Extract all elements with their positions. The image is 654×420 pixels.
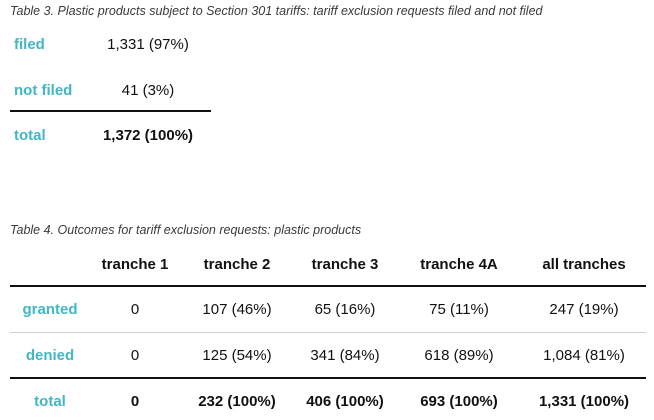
table3-value-filed: 1,331 (97%): [107, 36, 189, 53]
table4-cell-granted-t3: 65 (16%): [314, 301, 376, 318]
table4-cell-denied-t3: 341 (84%): [310, 347, 380, 364]
table4-caption: Table 4. Outcomes for tariff exclusion r…: [10, 223, 362, 237]
table3-total-rule: [10, 110, 211, 112]
table4-cell-granted-t1: 0: [130, 301, 140, 318]
table3-row-label-not-filed: not filed: [14, 82, 73, 99]
table4-header-tranche-4a: tranche 4A: [420, 256, 498, 273]
table4-cell-total-all: 1,331 (100%): [538, 393, 630, 410]
table4-cell-denied-t4a: 618 (89%): [424, 347, 494, 364]
table4-header-tranche-3: tranche 3: [311, 256, 379, 273]
table4-total-rule: [10, 377, 646, 379]
table4-header-all-tranches: all tranches: [542, 256, 626, 273]
table4-cell-granted-t2: 107 (46%): [202, 301, 272, 318]
table4-header-rule: [10, 285, 646, 287]
table3-row-label-total: total: [14, 127, 46, 144]
table4-row-label-granted: granted: [22, 301, 78, 318]
table4-header-tranche-1: tranche 1: [101, 256, 169, 273]
table3-row-label-filed: filed: [14, 36, 45, 53]
table4-header-tranche-2: tranche 2: [203, 256, 271, 273]
table3-value-not-filed: 41 (3%): [121, 82, 175, 99]
table4-row-divider: [10, 332, 646, 333]
table4-cell-total-t1: 0: [130, 393, 140, 410]
table3-caption: Table 3. Plastic products subject to Sec…: [10, 4, 543, 18]
table4-cell-granted-all: 247 (19%): [549, 301, 619, 318]
table3-value-total: 1,372 (100%): [102, 127, 194, 144]
table4-cell-total-t3: 406 (100%): [306, 393, 384, 410]
table4-cell-total-t4a: 693 (100%): [420, 393, 498, 410]
table4-cell-total-t2: 232 (100%): [198, 393, 276, 410]
table4-row-label-total: total: [34, 393, 66, 410]
table4-row-label-denied: denied: [25, 347, 75, 364]
table4-cell-granted-t4a: 75 (11%): [429, 301, 489, 318]
table4-cell-denied-t1: 0: [130, 347, 140, 364]
table4-cell-denied-all: 1,084 (81%): [543, 347, 625, 364]
table4-cell-denied-t2: 125 (54%): [202, 347, 272, 364]
